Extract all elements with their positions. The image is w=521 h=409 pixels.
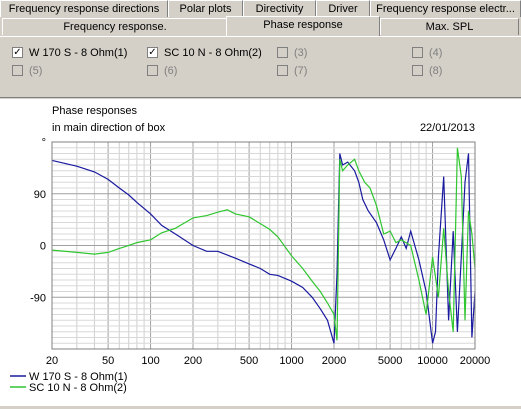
chart-title-line-2: in main direction of box xyxy=(52,122,166,134)
tab-label: Driver xyxy=(328,3,358,15)
tab-label: Frequency response directions xyxy=(8,3,160,15)
x-tick-label: 1000 xyxy=(279,355,303,367)
tab-strip-top: Frequency response directions Polar plot… xyxy=(0,0,521,18)
curve-label: (7) xyxy=(294,65,308,77)
chart-title-line-1: Phase responses xyxy=(52,105,137,117)
checkbox-box[interactable] xyxy=(147,65,158,76)
tab-label: Max. SPL xyxy=(425,21,474,33)
chart-series xyxy=(51,147,476,344)
checkbox-box[interactable] xyxy=(12,65,23,76)
phase-chart: ° 90 0 -90 20 50 100 200 500 1000 2000 5000 10000 200… xyxy=(0,99,521,406)
tab-frequency-response[interactable]: Frequency response. xyxy=(2,18,228,35)
checkbox-box[interactable]: ✓ xyxy=(12,47,23,58)
curve-label: (4) xyxy=(429,47,443,59)
checkbox-box[interactable]: ✓ xyxy=(147,47,158,58)
tab-max-spl[interactable]: Max. SPL xyxy=(380,18,519,35)
curve-selection-panel: ✓ W 170 S - 8 Ohm(1) ✓ SC 10 N - 8 Ohm(2… xyxy=(0,38,521,98)
x-tick-label: 200 xyxy=(184,355,202,367)
curve-label: (3) xyxy=(294,47,308,59)
legend-label-1: W 170 S - 8 Ohm(1) xyxy=(29,371,127,383)
tab-content xyxy=(0,36,521,406)
checkbox-box[interactable] xyxy=(412,47,423,58)
curve-label: (6) xyxy=(164,65,178,77)
curve-label: (8) xyxy=(429,65,443,77)
tab-label: Polar plots xyxy=(179,3,232,15)
tab-strip-bottom: Frequency response. Phase response Max. … xyxy=(0,16,521,36)
chart-grid xyxy=(51,141,476,350)
checkbox-box[interactable] xyxy=(412,65,423,76)
series-line-1 xyxy=(51,153,476,344)
tab-driver[interactable]: Driver xyxy=(316,0,370,17)
checkbox-box[interactable] xyxy=(277,65,288,76)
x-tick-label: 50 xyxy=(102,355,114,367)
x-tick-label: 10000 xyxy=(417,355,448,367)
series-line-2 xyxy=(51,147,476,341)
chart-legend: W 170 S - 8 Ohm(1)SC 10 N - 8 Ohm(2) xyxy=(10,371,127,394)
x-tick-label: 2000 xyxy=(322,355,346,367)
y-tick-label: ° xyxy=(42,137,46,149)
curve-label: (5) xyxy=(29,65,43,77)
x-tick-label: 5000 xyxy=(378,355,402,367)
tab-frequency-response-electrical[interactable]: Frequency response electr... xyxy=(370,0,521,17)
plot-frame xyxy=(51,141,476,350)
phase-chart-svg: ° 90 0 -90 20 50 100 200 500 1000 2000 5000 10000 200… xyxy=(10,105,490,394)
curve-label: W 170 S - 8 Ohm(1) xyxy=(29,47,128,59)
tab-phase-response[interactable]: Phase response xyxy=(226,16,380,36)
y-tick-label: 90 xyxy=(34,189,46,201)
tab-label: Frequency response. xyxy=(63,21,167,33)
tab-label: Directivity xyxy=(255,3,304,15)
tab-frequency-response-directions[interactable]: Frequency response directions xyxy=(0,0,168,17)
y-tick-label: 0 xyxy=(40,241,46,253)
x-tick-label: 20 xyxy=(46,355,58,367)
x-tick-label: 100 xyxy=(141,355,159,367)
tab-directivity[interactable]: Directivity xyxy=(243,0,316,17)
curve-label: SC 10 N - 8 Ohm(2) xyxy=(164,47,262,59)
tab-label: Phase response xyxy=(263,19,343,31)
chart-date: 22/01/2013 xyxy=(420,122,475,134)
x-tick-label: 500 xyxy=(240,355,258,367)
x-tick-label: 20000 xyxy=(460,355,491,367)
checkbox-box[interactable] xyxy=(277,47,288,58)
tab-label: Frequency response electr... xyxy=(376,3,515,15)
tab-polar-plots[interactable]: Polar plots xyxy=(168,0,243,17)
y-tick-label: -90 xyxy=(30,292,46,304)
chart-axes: ° 90 0 -90 20 50 100 200 500 1000 2000 5000 10000 200… xyxy=(30,137,490,367)
legend-label-2: SC 10 N - 8 Ohm(2) xyxy=(29,382,127,394)
